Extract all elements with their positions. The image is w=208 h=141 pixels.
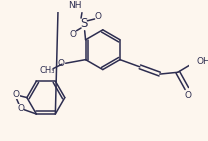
Text: NH: NH [68, 1, 82, 10]
Text: O: O [69, 30, 76, 39]
Text: O: O [58, 59, 65, 68]
Text: OH: OH [196, 57, 208, 66]
Text: O: O [95, 12, 102, 21]
Text: S: S [80, 17, 87, 30]
Text: O: O [12, 90, 20, 99]
Text: O: O [17, 104, 24, 113]
Text: CH₃: CH₃ [40, 66, 55, 75]
Text: O: O [184, 91, 191, 100]
